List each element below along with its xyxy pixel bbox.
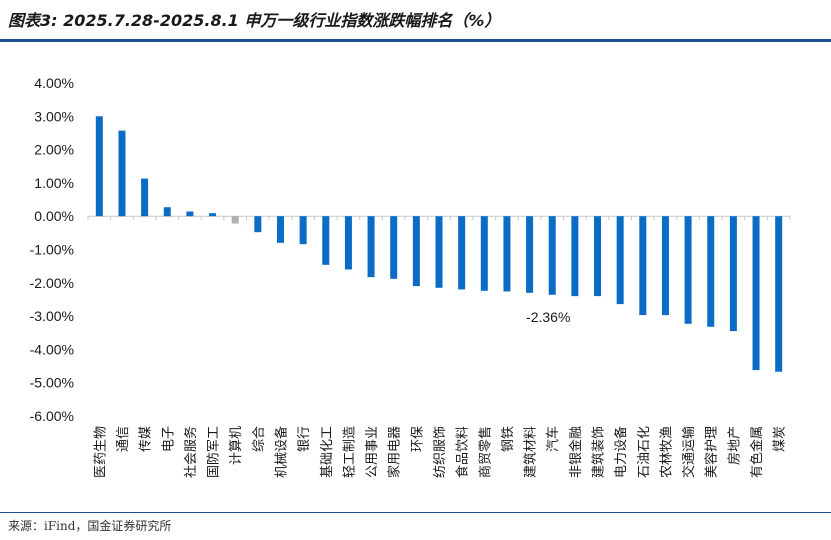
category-label: 石油石化 <box>637 426 652 478</box>
bar <box>458 216 466 290</box>
category-label: 银行 <box>297 426 312 452</box>
y-tick-label: -6.00% <box>30 408 74 424</box>
bar <box>684 216 692 324</box>
source-note: 来源：iFind，国金证券研究所 <box>8 519 172 533</box>
category-label: 公用事业 <box>365 426 380 478</box>
category-label: 家用电器 <box>387 426 403 478</box>
y-tick-label: -4.00% <box>30 341 74 357</box>
title-divider <box>0 39 831 42</box>
y-tick-label: -1.00% <box>30 242 74 258</box>
bar <box>775 216 783 372</box>
bar <box>752 216 760 371</box>
category-label: 环保 <box>410 426 425 452</box>
footer-divider <box>0 512 831 513</box>
bar <box>163 207 171 217</box>
bar <box>118 130 126 217</box>
bar <box>707 216 715 327</box>
category-label: 机械设备 <box>273 426 289 478</box>
category-label: 电力设备 <box>613 426 629 478</box>
category-label: 计算机 <box>229 426 244 465</box>
y-tick-label: 3.00% <box>34 108 74 124</box>
category-label: 汽车 <box>545 426 561 452</box>
bar <box>322 216 330 265</box>
chart-title: 图表3: 2025.7.28-2025.8.1 申万一级行业指数涨跌幅排名（%） <box>8 11 501 30</box>
bar <box>254 216 262 233</box>
category-label: 食品饮料 <box>455 426 471 478</box>
category-label: 基础化工 <box>320 426 335 478</box>
y-tick-label: -2.00% <box>30 275 74 291</box>
bar <box>390 216 398 279</box>
y-tick-label: -5.00% <box>30 375 74 391</box>
category-label: 国防军工 <box>206 426 222 478</box>
category-label: 传媒 <box>139 426 154 452</box>
category-label: 通信 <box>116 426 131 452</box>
category-label: 商贸零售 <box>477 426 493 478</box>
category-label: 综合 <box>252 426 267 452</box>
bar <box>639 216 647 316</box>
bar <box>616 216 624 305</box>
bar <box>186 211 194 217</box>
data-label: -2.36% <box>526 309 570 325</box>
bar <box>594 216 602 297</box>
bar <box>367 216 375 278</box>
y-tick-label: 4.00% <box>34 75 74 91</box>
category-label: 非银金融 <box>568 426 584 478</box>
category-label: 医药生物 <box>93 426 108 478</box>
category-label: 美容护理 <box>704 426 720 478</box>
bar <box>435 216 443 288</box>
category-label: 房地产 <box>726 426 742 465</box>
bar <box>95 116 103 217</box>
bar <box>480 216 488 291</box>
category-label: 电子 <box>161 426 176 452</box>
bar <box>571 216 579 297</box>
bar <box>231 216 239 224</box>
category-label: 纺织服饰 <box>433 426 448 478</box>
bar <box>209 213 217 217</box>
category-label: 建筑材料 <box>523 426 539 478</box>
bar <box>661 216 669 316</box>
bar <box>276 216 284 243</box>
bar <box>344 216 352 270</box>
bar <box>299 216 307 245</box>
y-tick-label: 0.00% <box>34 208 74 224</box>
bar <box>503 216 511 292</box>
category-label: 有色金属 <box>749 426 765 478</box>
category-label: 轻工制造 <box>342 426 357 478</box>
category-label: 建筑装饰 <box>591 426 607 478</box>
category-label: 交通运输 <box>681 426 697 478</box>
bar <box>412 216 420 287</box>
y-tick-label: 1.00% <box>34 175 74 191</box>
y-tick-label: 2.00% <box>34 142 74 158</box>
y-tick-label: -3.00% <box>30 308 74 324</box>
bar <box>141 178 149 217</box>
category-label: 社会服务 <box>183 426 199 478</box>
bar <box>526 216 534 293</box>
category-label: 钢铁 <box>501 426 516 452</box>
bar <box>548 216 556 295</box>
bar <box>729 216 737 332</box>
category-label: 农林牧渔 <box>659 426 674 478</box>
category-label: 煤炭 <box>773 426 788 452</box>
